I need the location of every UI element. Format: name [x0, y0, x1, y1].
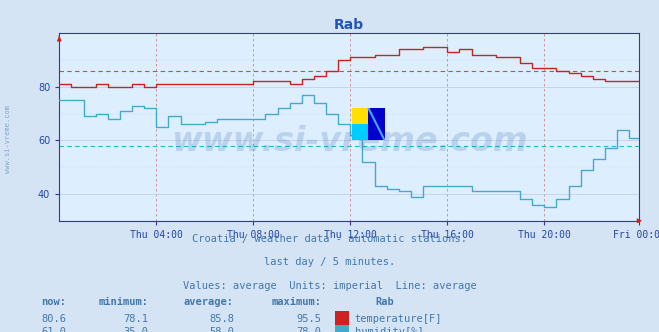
Title: Rab: Rab — [334, 18, 364, 32]
Text: 35.0: 35.0 — [123, 327, 148, 332]
Bar — [353, 124, 368, 140]
Text: Croatia / weather data - automatic stations.: Croatia / weather data - automatic stati… — [192, 234, 467, 244]
Text: maximum:: maximum: — [272, 297, 322, 307]
Bar — [368, 108, 385, 140]
Text: www.si-vreme.com: www.si-vreme.com — [171, 125, 528, 158]
Text: Values: average  Units: imperial  Line: average: Values: average Units: imperial Line: av… — [183, 281, 476, 290]
Text: humidity[%]: humidity[%] — [355, 327, 423, 332]
Text: 61.0: 61.0 — [41, 327, 66, 332]
Bar — [353, 108, 368, 124]
Text: last day / 5 minutes.: last day / 5 minutes. — [264, 257, 395, 267]
Text: now:: now: — [41, 297, 66, 307]
Text: 78.1: 78.1 — [123, 314, 148, 324]
Text: 95.5: 95.5 — [297, 314, 322, 324]
Text: Rab: Rab — [376, 297, 394, 307]
Text: 78.0: 78.0 — [297, 327, 322, 332]
Text: temperature[F]: temperature[F] — [355, 314, 442, 324]
Text: minimum:: minimum: — [98, 297, 148, 307]
Text: average:: average: — [184, 297, 234, 307]
Text: 80.6: 80.6 — [41, 314, 66, 324]
Text: 85.8: 85.8 — [209, 314, 234, 324]
Text: www.si-vreme.com: www.si-vreme.com — [5, 106, 11, 173]
Text: 58.0: 58.0 — [209, 327, 234, 332]
